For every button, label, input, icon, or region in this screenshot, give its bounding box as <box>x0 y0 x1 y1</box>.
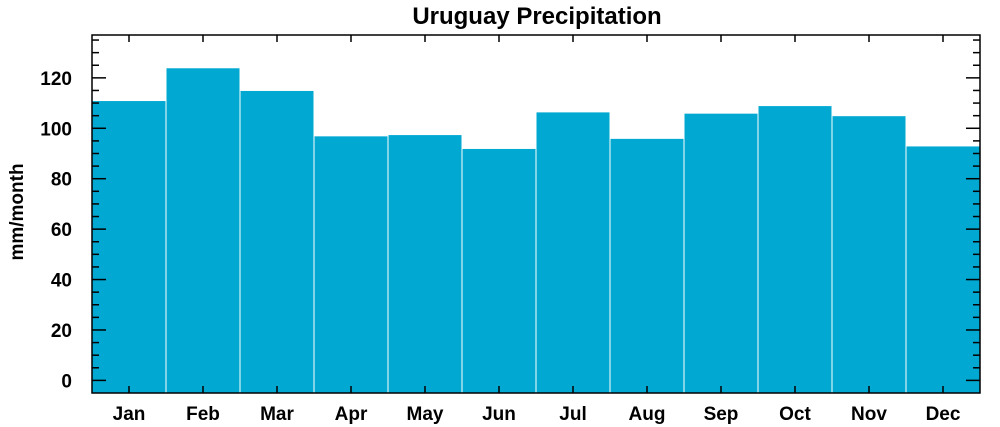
bar-dec <box>905 145 981 394</box>
bars <box>91 67 981 394</box>
bar-sep <box>683 112 759 394</box>
y-axis-label: mm/month <box>7 163 28 260</box>
x-tick-label: Apr <box>335 404 368 425</box>
x-tick-label: Jul <box>559 404 586 425</box>
x-tick-label: Sep <box>704 404 739 425</box>
bar-mar <box>239 89 315 394</box>
bar-oct <box>757 105 833 394</box>
x-tick-label: Jun <box>482 404 516 425</box>
y-tick-label: 40 <box>51 271 72 292</box>
y-tick-label: 20 <box>51 321 72 342</box>
y-ticks: 0 20 40 60 80 100 120 <box>40 39 980 392</box>
y-tick-label: 80 <box>51 170 72 191</box>
y-tick-label: 60 <box>51 220 72 241</box>
x-ticks: Jan Feb Mar Apr May Jun Jul Aug Sep Oct Nov Dec <box>113 35 961 425</box>
plot-frame <box>91 34 981 394</box>
bar-jul <box>535 111 611 394</box>
chart-title: Uruguay Precipitation <box>412 3 661 30</box>
x-tick-label: Aug <box>629 404 666 425</box>
x-tick-label: Nov <box>851 404 887 425</box>
x-tick-label: Dec <box>926 404 961 425</box>
y-tick-label: 120 <box>40 69 72 90</box>
x-tick-label: Mar <box>260 404 294 425</box>
y-tick-label: 100 <box>40 119 72 140</box>
x-tick-label: May <box>407 404 444 425</box>
y-tick-label: 0 <box>61 371 72 392</box>
bar-jan <box>91 100 167 394</box>
bar-feb <box>165 67 241 394</box>
bar-apr <box>313 135 389 394</box>
bar-jun <box>461 147 537 394</box>
bar-aug <box>609 137 685 394</box>
bar-may <box>387 134 463 394</box>
bar-nov <box>831 115 907 394</box>
x-tick-label: Feb <box>186 404 220 425</box>
x-tick-label: Jan <box>113 404 146 425</box>
x-tick-label: Oct <box>779 404 811 425</box>
